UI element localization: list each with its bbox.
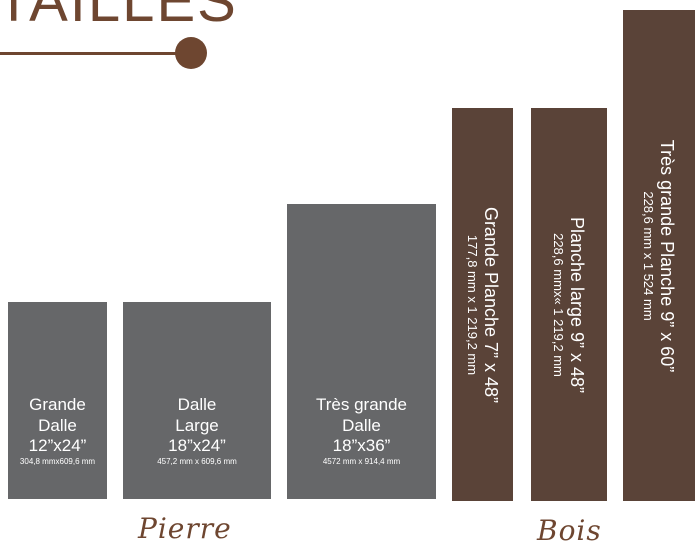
page-title: TAILLES: [0, 0, 238, 34]
plank-name: Planche large 9” x 48”: [567, 216, 587, 393]
tile-metric: 4572 mm x 914,4 mm: [322, 457, 401, 466]
wood-plank-grande-planche: Grande Planche 7” x 48” 177,8 mm x 1 219…: [452, 108, 513, 501]
plank-metric: 228,6 mm x 1 524 mm: [641, 190, 656, 321]
tile-name-line1: Dalle: [177, 395, 217, 414]
tile-metric: 304,8 mmx609,6 mm: [19, 457, 96, 466]
plank-name: Très grande Planche 9” x 60”: [657, 139, 677, 372]
title-underline: [0, 52, 180, 55]
tile-name-line2: Large: [175, 416, 219, 435]
tile-name-line1: Très grande: [315, 395, 408, 414]
tile-metric: 457,2 mm x 609,6 mm: [157, 457, 237, 466]
tile-size: 18”x36”: [332, 436, 391, 455]
plank-name: Grande Planche 7” x 48”: [480, 206, 501, 403]
wood-plank-tres-grande-planche: Très grande Planche 9” x 60” 228,6 mm x …: [623, 10, 695, 501]
stone-tile-grande-dalle: Grande Dalle 12”x24” 304,8 mmx609,6 mm: [8, 302, 107, 499]
tile-name-line2: Dalle: [342, 416, 381, 435]
title-dot: [175, 37, 207, 69]
wood-plank-planche-large: Planche large 9” x 48” 228,6 mmx« 1 219,…: [531, 108, 607, 501]
category-label-stone: Pierre: [138, 512, 232, 545]
tile-name-line2: Dalle: [38, 416, 77, 435]
plank-metric: 177,8 mm x 1 219,2 mm: [464, 234, 480, 375]
tile-name-line1: Grande: [29, 395, 86, 414]
tile-size: 18”x24”: [168, 436, 226, 455]
plank-metric: 228,6 mmx« 1 219,2 mm: [551, 232, 566, 377]
stone-tile-dalle-large: Dalle Large 18”x24” 457,2 mm x 609,6 mm: [123, 302, 271, 499]
tile-size: 12”x24”: [28, 436, 87, 455]
stone-tile-tres-grande-dalle: Très grande Dalle 18”x36” 4572 mm x 914,…: [287, 204, 436, 499]
category-label-wood: Bois: [537, 514, 602, 547]
